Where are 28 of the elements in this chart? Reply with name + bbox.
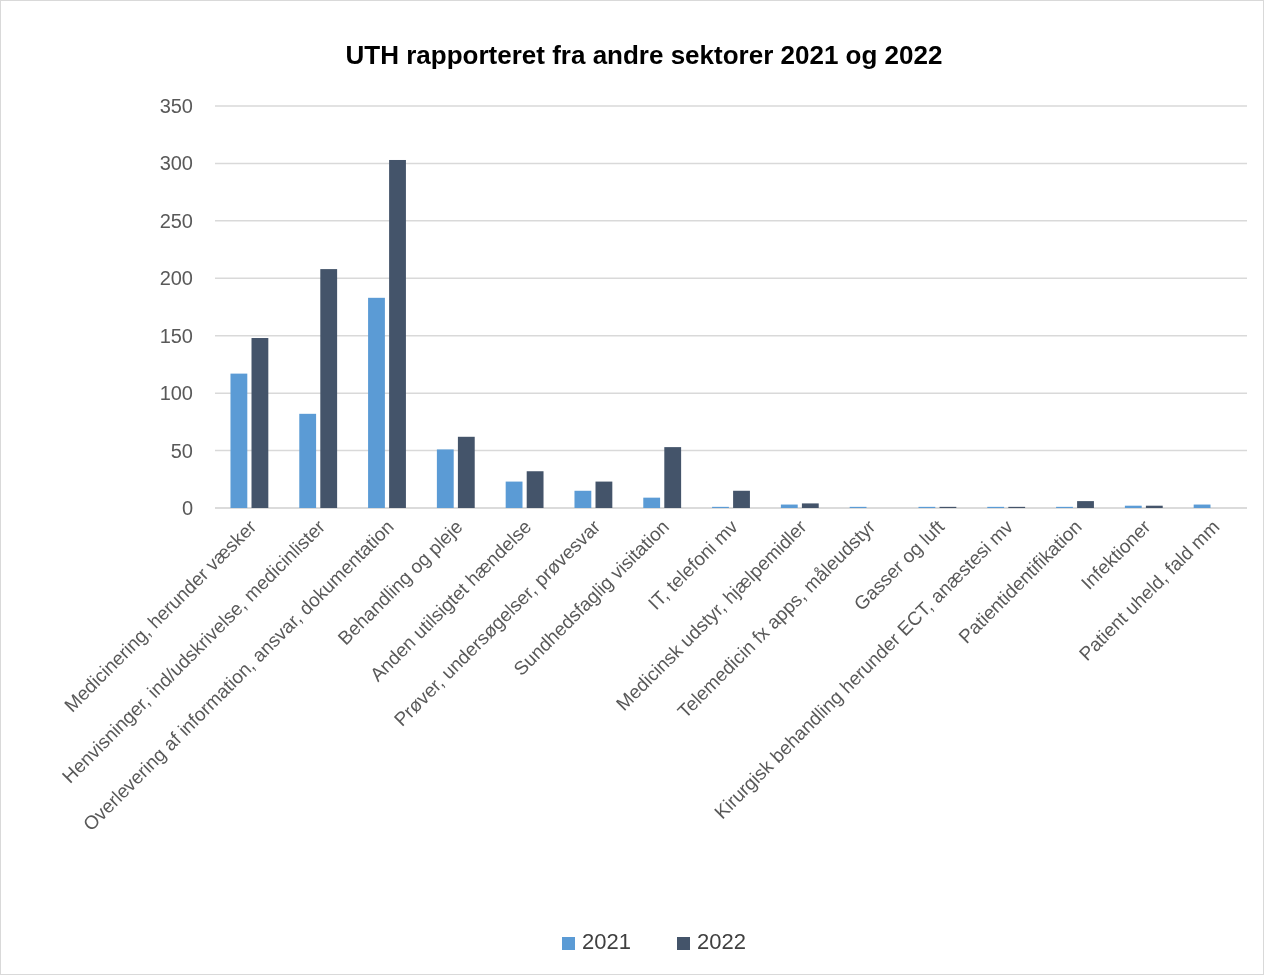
bar [526, 471, 544, 508]
y-tick-label: 300 [159, 152, 193, 175]
y-tick-label: 100 [159, 382, 193, 405]
bar [801, 503, 819, 508]
bar [1077, 501, 1094, 508]
bar [251, 338, 269, 508]
y-tick-label: 200 [159, 267, 193, 290]
y-tick-label: 0 [181, 497, 193, 519]
bar [320, 269, 338, 508]
bar [299, 413, 317, 508]
y-tick-label: 350 [159, 95, 193, 117]
legend-label: 2022 [697, 929, 746, 954]
y-tick-label: 250 [159, 209, 193, 232]
y-tick-label: 50 [170, 439, 193, 462]
legend-label: 2021 [582, 929, 631, 954]
bar [664, 447, 682, 508]
bar [595, 481, 613, 508]
bar [436, 449, 454, 508]
bar [733, 490, 750, 508]
y-tick-label: 150 [159, 324, 193, 347]
bar [574, 490, 592, 508]
bar [457, 436, 475, 508]
bar [643, 497, 661, 508]
bar [230, 373, 248, 508]
bar [389, 159, 406, 508]
bar [368, 297, 385, 508]
bar [505, 481, 523, 508]
chart-title: UTH rapporteret fra andre sektorer 2021 og 2022 [345, 40, 943, 70]
